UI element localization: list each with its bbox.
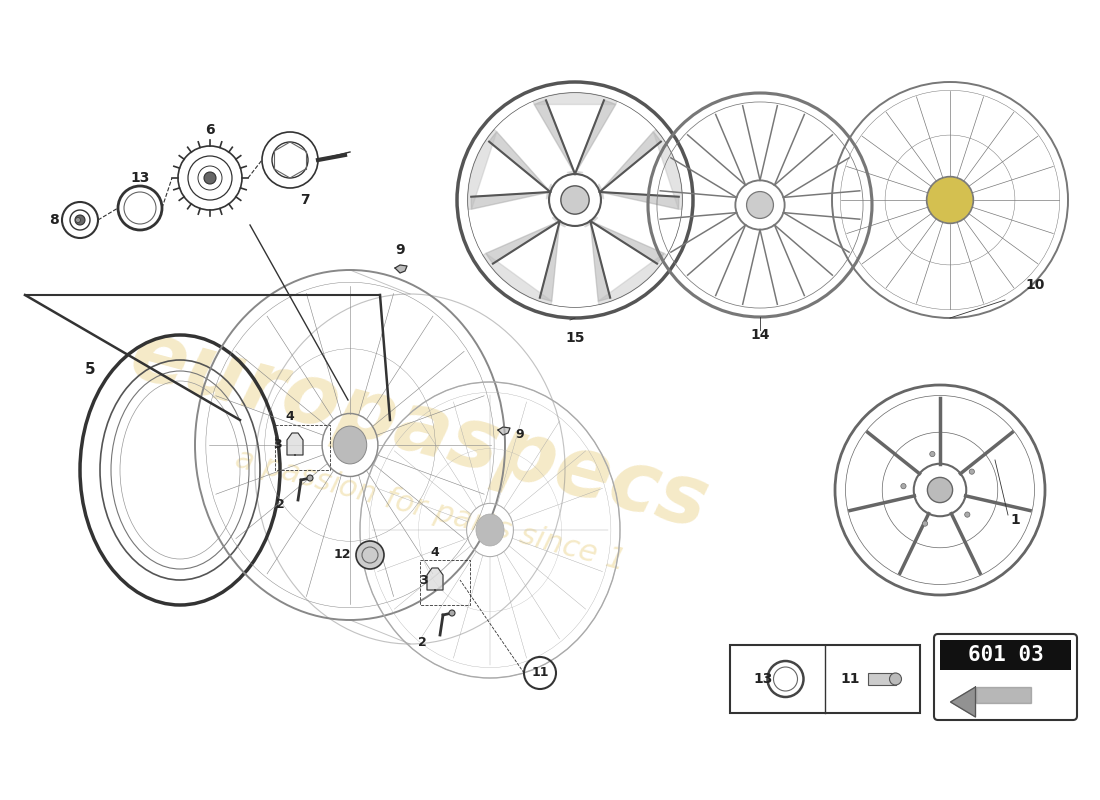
- Text: 11: 11: [840, 672, 860, 686]
- Circle shape: [75, 215, 85, 225]
- Polygon shape: [585, 218, 597, 227]
- Circle shape: [747, 191, 773, 218]
- Text: 4: 4: [286, 410, 295, 423]
- Polygon shape: [600, 132, 661, 192]
- Polygon shape: [395, 265, 407, 273]
- Text: 9: 9: [395, 243, 405, 257]
- Polygon shape: [486, 221, 560, 264]
- Circle shape: [307, 475, 314, 481]
- Polygon shape: [552, 218, 565, 227]
- Polygon shape: [427, 568, 443, 590]
- Polygon shape: [575, 100, 616, 174]
- Polygon shape: [287, 433, 303, 455]
- Circle shape: [969, 469, 975, 474]
- Text: 4: 4: [430, 546, 439, 558]
- Bar: [420, 560, 470, 605]
- Polygon shape: [483, 254, 552, 305]
- Polygon shape: [598, 254, 667, 305]
- Text: 13: 13: [754, 672, 773, 686]
- Text: 5: 5: [85, 362, 96, 378]
- Text: 1: 1: [1010, 513, 1020, 527]
- Bar: [275, 425, 330, 470]
- Text: 601 03: 601 03: [968, 645, 1044, 665]
- Text: 11: 11: [531, 666, 549, 679]
- Polygon shape: [600, 192, 679, 209]
- Bar: [868, 673, 895, 685]
- Text: 3: 3: [419, 574, 427, 586]
- Polygon shape: [950, 687, 976, 717]
- Text: 15: 15: [565, 331, 585, 345]
- Text: 12: 12: [333, 549, 351, 562]
- Polygon shape: [566, 171, 583, 174]
- FancyBboxPatch shape: [934, 634, 1077, 720]
- Text: 9: 9: [516, 429, 525, 442]
- Polygon shape: [598, 184, 604, 199]
- Bar: [730, 645, 920, 713]
- Text: a passion for parts since 1: a passion for parts since 1: [232, 444, 628, 576]
- Text: 10: 10: [1025, 278, 1045, 292]
- Polygon shape: [471, 192, 550, 209]
- Text: 2: 2: [418, 637, 427, 650]
- Circle shape: [561, 186, 590, 214]
- Polygon shape: [591, 221, 611, 302]
- Polygon shape: [591, 221, 664, 264]
- Circle shape: [449, 610, 455, 616]
- Polygon shape: [498, 427, 510, 435]
- Circle shape: [965, 512, 970, 518]
- Text: 14: 14: [750, 328, 770, 342]
- Circle shape: [356, 541, 384, 569]
- Text: 8: 8: [50, 213, 59, 227]
- Polygon shape: [547, 184, 551, 199]
- Polygon shape: [532, 93, 617, 105]
- Circle shape: [927, 478, 953, 502]
- Text: 3: 3: [273, 438, 282, 451]
- Circle shape: [927, 177, 974, 223]
- Bar: [940, 640, 1071, 670]
- Polygon shape: [490, 132, 550, 192]
- Text: europaspecs: europaspecs: [122, 314, 718, 546]
- Circle shape: [923, 521, 927, 526]
- Polygon shape: [535, 100, 575, 174]
- Polygon shape: [653, 130, 682, 210]
- Circle shape: [890, 673, 902, 685]
- Circle shape: [204, 172, 216, 184]
- Text: 6: 6: [206, 123, 214, 137]
- Circle shape: [901, 483, 906, 489]
- Polygon shape: [468, 130, 497, 210]
- Ellipse shape: [476, 514, 504, 546]
- Text: 7: 7: [300, 193, 310, 207]
- Polygon shape: [976, 687, 1031, 703]
- Text: 2: 2: [276, 498, 285, 511]
- Circle shape: [930, 451, 935, 457]
- Polygon shape: [540, 221, 560, 302]
- Circle shape: [76, 218, 80, 222]
- Ellipse shape: [333, 426, 366, 464]
- Text: 13: 13: [130, 171, 150, 185]
